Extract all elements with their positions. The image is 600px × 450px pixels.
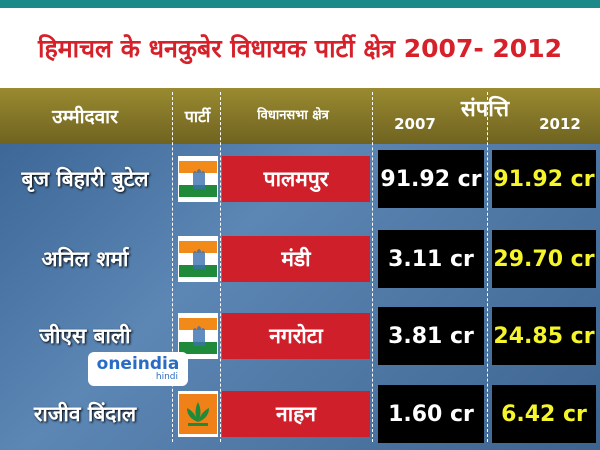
candidate-name: बृज बिहारी बुटेल (21, 167, 149, 191)
title: हिमाचल के धनकुबेर विधायक पार्टी क्षेत्र … (37, 34, 562, 63)
header-2007: 2007 (394, 115, 436, 134)
assets-2012: 29.70 cr (492, 230, 596, 288)
candidate-name: जीएस बाली (39, 324, 131, 348)
assets-2007: 91.92 cr (378, 150, 484, 208)
header-party: पार्टी (184, 107, 211, 126)
watermark: oneindia hindi (88, 352, 188, 386)
header-assets: संपत्ति (460, 97, 510, 122)
constituency: नगरोटा (222, 313, 370, 359)
party-logo (178, 236, 218, 282)
constituency: पालमपुर (222, 156, 370, 202)
candidate-name: राजीव बिंदाल (33, 402, 137, 426)
separator (487, 92, 488, 442)
header-band (0, 88, 600, 144)
assets-2012: 91.92 cr (492, 150, 596, 208)
assets-2007: 3.11 cr (378, 230, 484, 288)
constituency: मंडी (222, 236, 370, 282)
assets-2012: 24.85 cr (492, 307, 596, 365)
header-constituency: विधानसभा क्षेत्र (257, 107, 329, 123)
party-logo (178, 156, 218, 202)
party-logo (178, 391, 218, 437)
constituency: नाहन (222, 391, 370, 437)
separator (220, 92, 221, 442)
header-candidate: उम्मीदवार (52, 106, 118, 128)
party-logo (178, 313, 218, 359)
title-band (0, 0, 600, 88)
separator (372, 92, 373, 442)
watermark-sub: hindi (155, 372, 178, 382)
candidate-name: अनिल शर्मा (41, 247, 129, 271)
header-2012: 2012 (539, 115, 581, 134)
separator (172, 92, 173, 442)
assets-2007: 3.81 cr (378, 307, 484, 365)
assets-2012: 6.42 cr (492, 385, 596, 443)
watermark-brand: oneindia (96, 354, 180, 374)
assets-2007: 1.60 cr (378, 385, 484, 443)
